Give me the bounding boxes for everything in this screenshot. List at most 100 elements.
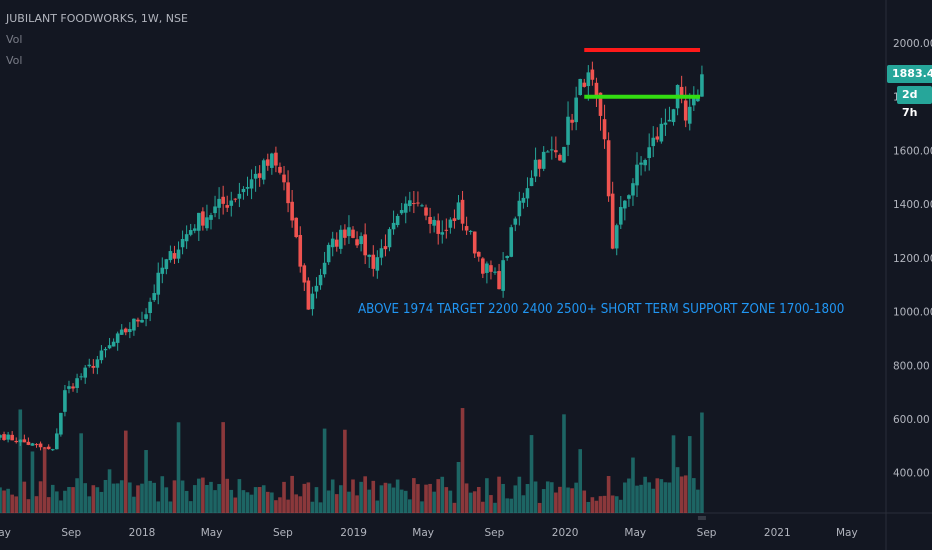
volume-bar	[217, 484, 221, 513]
candle-body	[355, 239, 359, 246]
candle-body	[570, 119, 574, 123]
volume-bar	[541, 489, 546, 513]
volume-bar	[180, 480, 185, 513]
candle-body	[152, 293, 156, 301]
volume-bar	[111, 483, 116, 513]
candle-body	[221, 196, 225, 204]
volume-bar	[602, 495, 607, 513]
x-tick-label: May	[412, 527, 434, 539]
candle-body	[22, 439, 27, 443]
volume-bar	[318, 502, 323, 513]
candle-body	[87, 364, 92, 367]
volume-bar	[347, 491, 351, 513]
volume-bar	[140, 483, 144, 513]
volume-bar	[700, 412, 704, 513]
candle-body	[485, 263, 489, 273]
candle-body	[156, 272, 161, 295]
candle-body	[229, 200, 234, 206]
volume-bar	[667, 482, 672, 513]
candle-body	[115, 333, 120, 343]
candle-body	[26, 441, 31, 445]
volume-bar	[517, 476, 522, 513]
candle-body	[635, 164, 639, 186]
candle-body	[119, 329, 124, 335]
candle-body	[306, 280, 311, 310]
candle-body	[34, 444, 39, 446]
candle-body	[379, 248, 384, 258]
candle-body	[160, 267, 165, 274]
candle-body	[700, 74, 704, 97]
candle-body	[59, 412, 63, 435]
volume-bar	[249, 494, 254, 513]
volume-bar	[399, 489, 404, 513]
volume-bar	[663, 482, 668, 513]
volume-bar	[59, 500, 63, 513]
volume-bar	[395, 479, 400, 513]
volume-bar	[14, 496, 19, 513]
candle-body	[460, 199, 465, 224]
candle-body	[452, 218, 457, 221]
candle-body	[383, 246, 388, 250]
candle-body	[184, 234, 189, 242]
candle-body	[472, 231, 477, 254]
volume-bar	[509, 498, 514, 513]
candle-body	[537, 159, 542, 169]
volume-bar	[533, 481, 538, 513]
candle-body	[265, 159, 270, 166]
volume-bar	[525, 484, 530, 513]
volume-bar	[513, 485, 518, 513]
y-tick-label: 2000.00	[893, 38, 932, 50]
volume-bar	[420, 501, 424, 513]
candle-body	[541, 151, 546, 169]
volume-bar	[623, 482, 627, 513]
volume-bar	[71, 487, 75, 513]
candle-body	[217, 198, 221, 208]
volume-bar	[184, 490, 189, 513]
candle-body	[63, 390, 67, 412]
volume-bar	[375, 500, 380, 513]
candle-body	[679, 86, 684, 99]
candle-body	[136, 319, 140, 322]
volume-bar	[123, 430, 128, 513]
candle-body	[42, 447, 47, 449]
candle-body	[18, 439, 23, 443]
candle-body	[399, 210, 404, 214]
volume-bar	[460, 408, 465, 513]
last-price-tag: 1883.40	[887, 65, 932, 84]
candle-body	[598, 92, 603, 116]
volume-bar	[270, 492, 274, 513]
candle-body	[671, 109, 676, 123]
candle-body	[554, 150, 558, 153]
candle-body	[55, 433, 59, 450]
volume-bar	[278, 497, 282, 513]
candle-body	[667, 119, 672, 122]
volume-bar	[562, 414, 566, 513]
volume-bar	[282, 481, 286, 513]
volume-label-2: Vol	[6, 54, 23, 67]
level-lines[interactable]	[584, 47, 701, 99]
volume-bar	[497, 476, 501, 513]
volume-bar	[67, 486, 71, 513]
volume-bar	[107, 469, 112, 513]
candle-body	[201, 211, 205, 226]
volume-bar	[115, 483, 120, 513]
candle-body	[403, 203, 408, 213]
volume-bar	[432, 491, 436, 513]
candle-body	[525, 188, 530, 199]
candle-body	[545, 151, 550, 153]
volume-bar	[99, 491, 104, 513]
volume-bar	[578, 449, 583, 513]
candle-body	[586, 72, 591, 87]
volume-bar	[128, 482, 132, 513]
candle-body	[493, 271, 497, 273]
candle-body	[562, 146, 566, 163]
candle-body	[14, 440, 19, 443]
volume-bar	[586, 501, 591, 513]
volume-bar	[172, 480, 177, 513]
candle-body	[339, 229, 343, 249]
candle-body	[71, 386, 75, 389]
candle-body	[412, 203, 416, 205]
candle-body	[428, 216, 432, 224]
